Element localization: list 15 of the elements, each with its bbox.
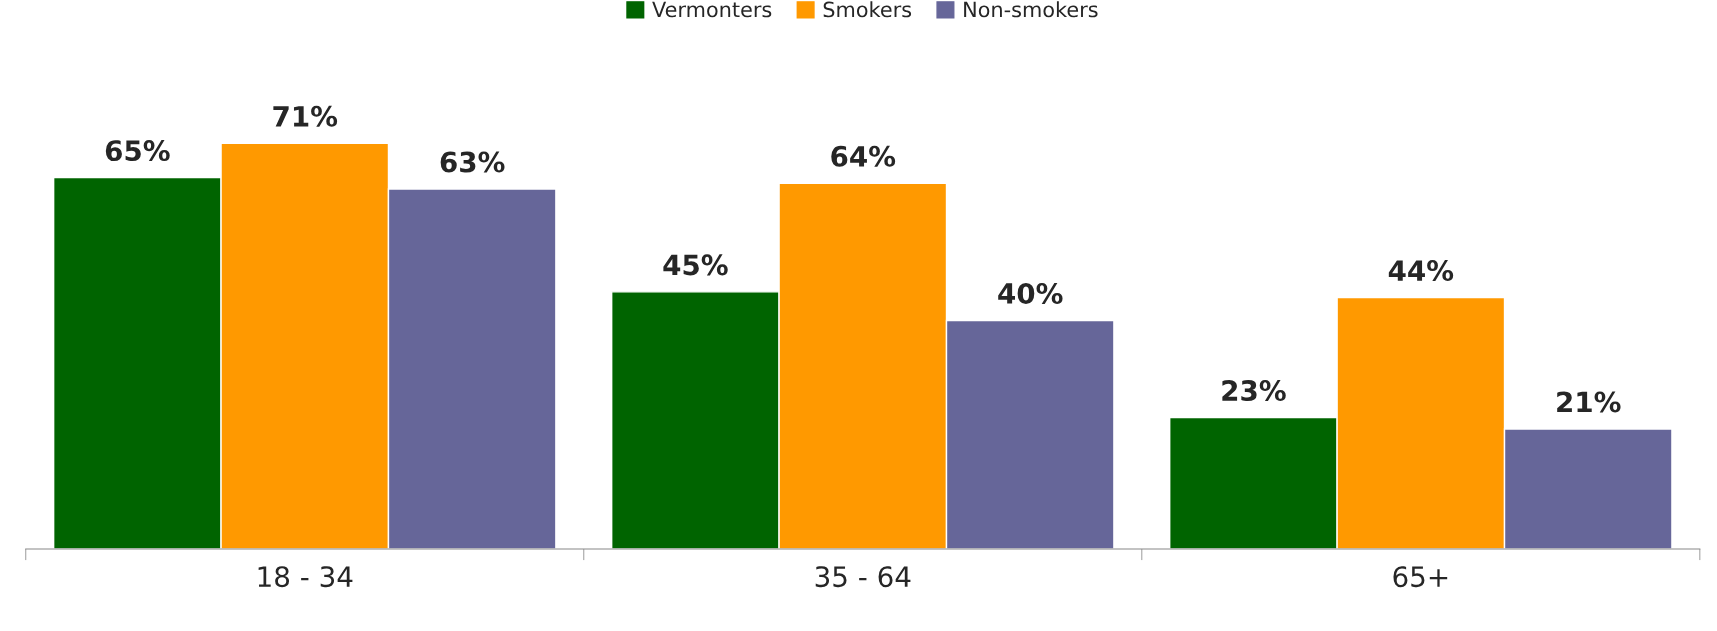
x-tick-label: 65+ (1393, 566, 1448, 588)
legend-label: Non-smokers (964, 1, 1098, 18)
data-label: 71% (273, 105, 338, 127)
data-label: 21% (1557, 391, 1621, 413)
data-label: 45% (663, 254, 728, 276)
x-tick-label: 35 - 64 (815, 566, 911, 588)
data-label: 23% (1222, 380, 1286, 402)
legend-label: Smokers (823, 1, 912, 18)
data-label: 40% (998, 282, 1063, 304)
x-tick-label: 18 - 34 (258, 566, 353, 588)
data-label: 44% (1388, 260, 1454, 282)
data-label: 65% (105, 140, 170, 162)
data-label: 64% (831, 145, 896, 167)
legend-label: Vermonters (652, 1, 772, 18)
data-label: 63% (440, 151, 505, 173)
